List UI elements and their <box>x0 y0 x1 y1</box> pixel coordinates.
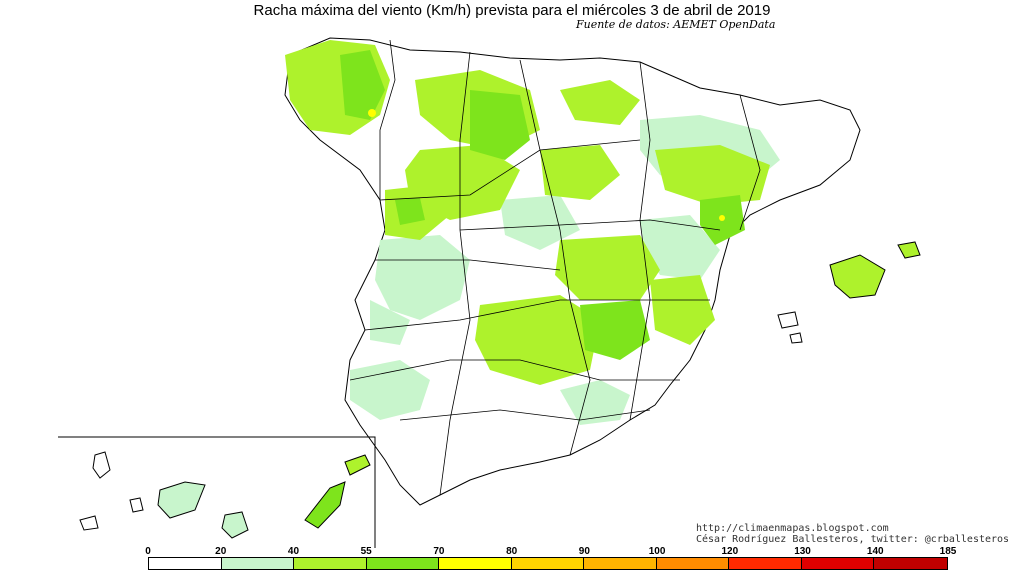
credits-author: César Rodríguez Ballesteros, twitter: @c… <box>696 534 1010 545</box>
balearic-islands <box>777 241 921 344</box>
data-source: Fuente de datos: AEMET OpenData <box>576 18 776 31</box>
legend-swatch <box>366 558 440 569</box>
legend-swatch <box>729 558 802 569</box>
legend-swatch <box>656 558 730 569</box>
legend-tick-label: 20 <box>215 546 227 557</box>
legend-tick-label: 0 <box>145 546 151 557</box>
legend-swatch <box>511 558 585 569</box>
legend-tick-label: 40 <box>287 546 300 557</box>
region-borders <box>349 39 761 496</box>
legend-swatch <box>149 558 222 569</box>
legend-tick-label: 55 <box>360 546 372 557</box>
legend-tick-label: 140 <box>866 546 884 557</box>
legend-swatch <box>801 558 875 569</box>
legend-swatch <box>439 558 512 569</box>
legend-tick-label: 100 <box>648 546 666 557</box>
canary-inset-frame <box>58 436 376 548</box>
color-legend <box>148 557 948 570</box>
legend-swatch <box>221 558 295 569</box>
legend-tick-label: 130 <box>794 546 811 557</box>
legend-swatch <box>584 558 657 569</box>
legend-swatch <box>294 558 367 569</box>
legend-swatch <box>874 558 948 569</box>
canary-islands <box>79 451 371 539</box>
map-title: Racha máxima del viento (Km/h) prevista … <box>253 2 771 19</box>
credits: http://climaenmapas.blogspot.com César R… <box>696 523 1009 545</box>
legend-tick-label: 185 <box>939 546 957 557</box>
credits-url: http://climaenmapas.blogspot.com <box>696 523 889 534</box>
wind-zone-hot <box>368 109 725 221</box>
legend-tick-label: 120 <box>721 546 739 557</box>
legend-tick-label: 90 <box>578 546 590 557</box>
legend-tick-label: 70 <box>433 546 445 557</box>
legend-tick-label: 80 <box>506 546 518 557</box>
